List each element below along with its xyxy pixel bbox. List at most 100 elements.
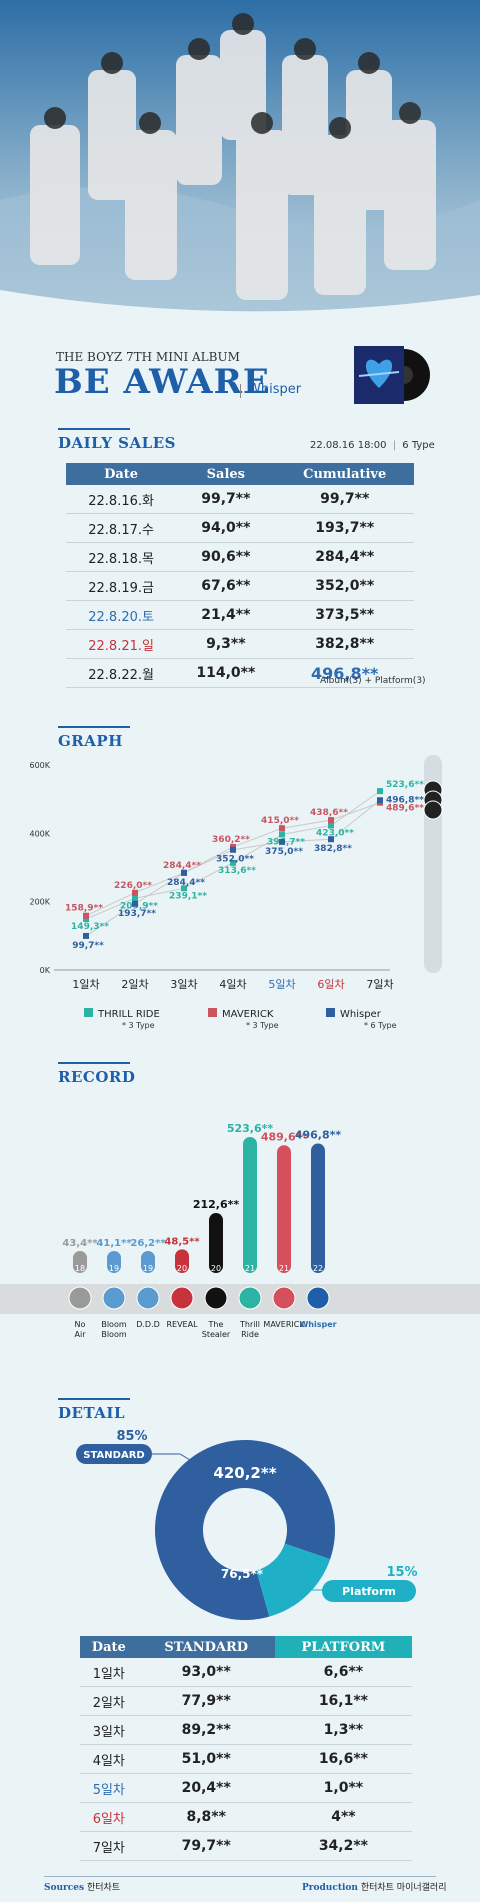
x-tick-label: 6일차 (317, 977, 344, 991)
legend-label: Whisper (340, 1009, 382, 1020)
detail-title: DETAIL (58, 1398, 130, 1422)
table-row: 7일차 79,7** 34,2** (80, 1831, 412, 1861)
standard-percent: 85% (116, 1429, 147, 1444)
data-label: 193,7** (118, 909, 156, 919)
album-thumb-icon (136, 1286, 160, 1310)
x-tick-label: 4일차 (219, 977, 246, 991)
bar-badge: 21 (245, 1264, 255, 1273)
donut-standard-value: 420,2** (213, 1464, 276, 1482)
data-label: 523,6** (386, 780, 424, 790)
bar (311, 1143, 325, 1273)
data-point (377, 797, 383, 804)
album-thumb-icon (68, 1286, 92, 1310)
table-row: 2일차 77,9** 16,1** (80, 1686, 412, 1716)
data-label: 423,0** (316, 828, 354, 838)
album-thumb-icon (423, 800, 443, 820)
data-label: 489,6** (386, 804, 424, 814)
data-point (279, 838, 285, 845)
data-point (132, 895, 138, 902)
bar-badge: 21 (279, 1264, 289, 1273)
data-label: 158,9** (65, 904, 103, 914)
standard-pill-label: STANDARD (83, 1450, 144, 1461)
album-thumb-icon (102, 1286, 126, 1310)
album-cover-icon (354, 346, 430, 404)
meta-date: 22.08.16 18:00 (310, 440, 387, 451)
bar-category-label: Ride (241, 1330, 259, 1339)
data-point (328, 836, 334, 843)
data-point (83, 912, 89, 919)
col-date: Date (80, 1636, 138, 1658)
bar-category-label: No (75, 1320, 86, 1329)
footer-production: Production 한터차트 마이너갤러리 (302, 1883, 447, 1893)
legend-swatch (326, 1008, 335, 1017)
data-point (181, 885, 187, 892)
title-divider (240, 384, 241, 398)
bar-value-label: 41,1** (96, 1238, 132, 1249)
graph-title: GRAPH (58, 726, 130, 750)
footer-sources: Sources 한터차트 (44, 1883, 121, 1893)
bar-badge: 19 (109, 1264, 119, 1273)
daily-sales-meta: 22.08.16 18:00 | 6 Type (310, 440, 435, 451)
bar-category-label: Bloom (101, 1330, 127, 1339)
data-label: 496,8** (386, 795, 424, 805)
data-point (132, 889, 138, 896)
bar-category-label: Bloom (101, 1320, 127, 1329)
data-label: 360,2** (212, 835, 250, 845)
table-row: 4일차 51,0** 16,6** (80, 1744, 412, 1774)
bar-category-label: Stealer (202, 1330, 231, 1339)
meta-type: 6 Type (402, 440, 435, 451)
table-row: 5일차 20,4** 1,0** (80, 1773, 412, 1803)
y-tick-label: 200K (29, 898, 50, 907)
album-subtitle: Whisper (248, 382, 302, 397)
bar-badge: 20 (211, 1264, 221, 1273)
platform-pill-label: Platform (342, 1585, 396, 1598)
bar-category-label: MAVERICK (263, 1320, 305, 1329)
data-label: 352,0** (216, 855, 254, 865)
y-tick-label: 0K (40, 966, 51, 975)
data-label: 149,3** (71, 922, 109, 932)
data-label: 226,0** (114, 881, 152, 891)
data-label: 284,4** (163, 861, 201, 871)
data-label: 209,9** (120, 901, 158, 911)
daily-sales-footnote: Album(3) + Platform(3) (320, 676, 426, 686)
detail-donut-chart: 420,2** 76,5** 85% STANDARD 15% Platform (76, 1429, 418, 1620)
legend-label: THRILL RIDE (97, 1009, 160, 1020)
bar (175, 1249, 189, 1273)
table-row: 22.8.20.토 21,4** 373,5** (66, 600, 414, 630)
bar (209, 1213, 223, 1273)
table-row: 6일차 8,8** 4** (80, 1802, 412, 1832)
data-point (181, 869, 187, 876)
album-thumb-icon (238, 1286, 262, 1310)
data-point (328, 822, 334, 829)
bar (73, 1251, 87, 1273)
table-row: 22.8.21.일 9,3** 382,8** (66, 629, 414, 659)
data-point (279, 825, 285, 832)
data-label: 396,7** (267, 837, 305, 847)
col-cumulative: Cumulative (275, 463, 414, 485)
bar-category-label: Air (75, 1330, 87, 1339)
data-label: 375,0** (265, 847, 303, 857)
legend-note: * 3 Type (246, 1021, 279, 1030)
bar (277, 1145, 291, 1273)
data-label: 284,4** (167, 878, 205, 888)
col-standard: STANDARD (137, 1636, 275, 1658)
table-row: 1일차 93,0** 6,6** (80, 1658, 412, 1687)
bar-category-label: Whisper (299, 1320, 336, 1329)
bar-category-label: Thrill (239, 1320, 260, 1329)
data-point (279, 831, 285, 838)
daily-sales-title: DAILY SALES (58, 428, 176, 452)
data-label: 415,0** (261, 816, 299, 826)
donut-platform-value: 76,5** (221, 1567, 264, 1581)
data-label: 99,7** (72, 941, 104, 951)
table-row: 22.8.17.수 94,0** 193,7** (66, 513, 414, 543)
bar-value-label: 496,8** (295, 1129, 342, 1142)
album-title: BE AWARE (54, 362, 270, 402)
bar-value-label: 523,6** (227, 1122, 274, 1135)
table-row: 3일차 89,2** 1,3** (80, 1715, 412, 1745)
legend-swatch (84, 1008, 93, 1017)
standard-pill (76, 1444, 152, 1464)
album-label: THE BOYZ 7TH MINI ALBUM (56, 350, 240, 364)
y-tick-label: 400K (29, 829, 50, 838)
bar-value-label: 48,5** (164, 1236, 200, 1247)
x-tick-label: 3일차 (170, 977, 197, 991)
